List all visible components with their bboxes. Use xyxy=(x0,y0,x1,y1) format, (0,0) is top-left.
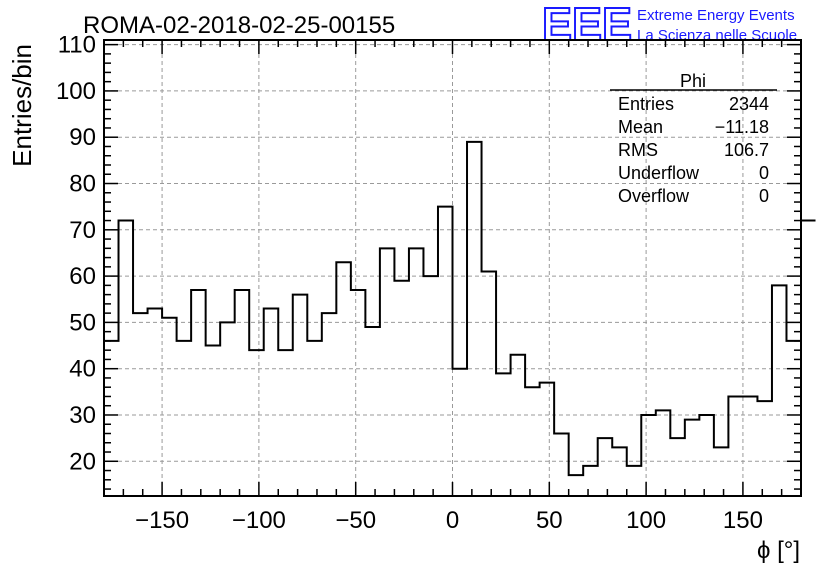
logo-line2: La Scienza nelle Scuole xyxy=(637,27,797,44)
histogram-bin xyxy=(801,221,816,223)
histogram-bin xyxy=(394,281,409,283)
chart-title: ROMA-02-2018-02-25-00155 xyxy=(83,12,395,39)
x-tick-label: −150 xyxy=(135,507,189,534)
histogram-bin xyxy=(264,309,279,311)
histogram-bin xyxy=(612,447,627,449)
histogram-bin xyxy=(307,341,322,343)
stats-label: Overflow xyxy=(618,186,690,206)
y-tick-label: 60 xyxy=(69,263,96,290)
stats-label: Mean xyxy=(618,117,663,137)
histogram-bin xyxy=(249,350,264,352)
x-tick-label: 50 xyxy=(536,507,563,534)
x-tick-label: 0 xyxy=(446,507,459,534)
histogram-bin xyxy=(743,396,758,398)
histogram-bin xyxy=(191,290,206,292)
y-tick-label: 90 xyxy=(69,124,96,151)
histogram-bin xyxy=(569,475,584,477)
y-tick-label: 20 xyxy=(69,448,96,475)
stats-value: 0 xyxy=(759,186,769,206)
histogram-bin xyxy=(699,415,714,417)
y-tick-label: 40 xyxy=(69,356,96,383)
stats-value: 106.7 xyxy=(724,140,769,160)
stats-header: Phi xyxy=(680,71,706,91)
y-tick-label: 80 xyxy=(69,171,96,198)
histogram-bin xyxy=(351,290,366,292)
stats-value: 2344 xyxy=(729,94,769,114)
stats-box: Phi Entries 2344 Mean −11.18 RMS 106.7 Underfl… xyxy=(610,71,777,206)
logo-letters: EEE xyxy=(542,0,632,50)
histogram-bin xyxy=(728,396,743,398)
histogram-bins xyxy=(104,140,816,477)
stats-value: 0 xyxy=(759,163,769,183)
histogram-bin xyxy=(656,410,671,412)
histogram-bin xyxy=(336,262,351,264)
histogram-bin xyxy=(278,350,293,352)
y-tick-label: 110 xyxy=(58,32,96,59)
y-tick-label: 50 xyxy=(69,309,96,336)
histogram-bin xyxy=(365,327,380,329)
histogram-bin xyxy=(685,420,700,422)
histogram-bin xyxy=(119,221,134,223)
histogram-bin xyxy=(627,466,642,468)
histogram-outline xyxy=(104,140,816,477)
x-tick-label: −50 xyxy=(335,507,376,534)
y-tick-label: 70 xyxy=(69,217,96,244)
histogram-bin xyxy=(670,438,685,440)
histogram-bin xyxy=(409,248,424,250)
histogram-bin xyxy=(482,271,497,273)
histogram-bin xyxy=(511,355,526,357)
histogram-bin xyxy=(380,248,395,250)
x-tick-label: 150 xyxy=(723,507,763,534)
histogram-bin xyxy=(525,387,540,389)
histogram-bin xyxy=(133,313,148,315)
eee-logo: EEE Extreme Energy Events La Scienza nel… xyxy=(541,0,797,51)
y-axis-label: Entries/bin xyxy=(7,44,37,167)
stats-value: −11.18 xyxy=(715,117,769,137)
histogram-bin xyxy=(714,447,729,449)
histogram-bin xyxy=(148,309,163,311)
histogram-bin xyxy=(467,142,482,144)
histogram-bin xyxy=(554,434,569,436)
x-tick-label: 100 xyxy=(626,507,666,534)
histogram-bin xyxy=(438,207,453,209)
x-axis-label: ϕ [°] xyxy=(757,537,800,564)
histogram-bin xyxy=(177,341,192,343)
histogram-bin xyxy=(162,318,177,320)
histogram-bin xyxy=(641,415,656,417)
logo-line1: Extreme Energy Events xyxy=(637,7,795,24)
stats-label: RMS xyxy=(618,140,658,160)
histogram-bin xyxy=(235,290,250,292)
axis-ticks xyxy=(104,40,801,496)
histogram-bin xyxy=(598,438,613,440)
histogram-bin xyxy=(772,285,787,287)
y-tick-labels: 20 30 40 50 60 70 80 90 100 110 xyxy=(56,32,96,476)
histogram-bin xyxy=(757,401,772,403)
histogram-bin xyxy=(322,313,337,315)
histogram-bin xyxy=(220,322,235,324)
histogram-bin xyxy=(583,466,598,468)
histogram-bin xyxy=(453,369,468,371)
x-tick-label: −100 xyxy=(232,507,286,534)
stats-label: Underflow xyxy=(618,163,700,183)
y-tick-label: 30 xyxy=(69,402,96,429)
histogram-bin xyxy=(423,276,438,278)
histogram-bin xyxy=(540,383,555,385)
x-tick-labels: −150 −100 −50 0 50 100 150 xyxy=(135,507,763,534)
histogram-bin xyxy=(293,295,308,297)
histogram-bin xyxy=(206,346,221,348)
histogram-bin xyxy=(496,373,511,375)
y-tick-label: 100 xyxy=(56,78,96,105)
stats-label: Entries xyxy=(618,94,674,114)
